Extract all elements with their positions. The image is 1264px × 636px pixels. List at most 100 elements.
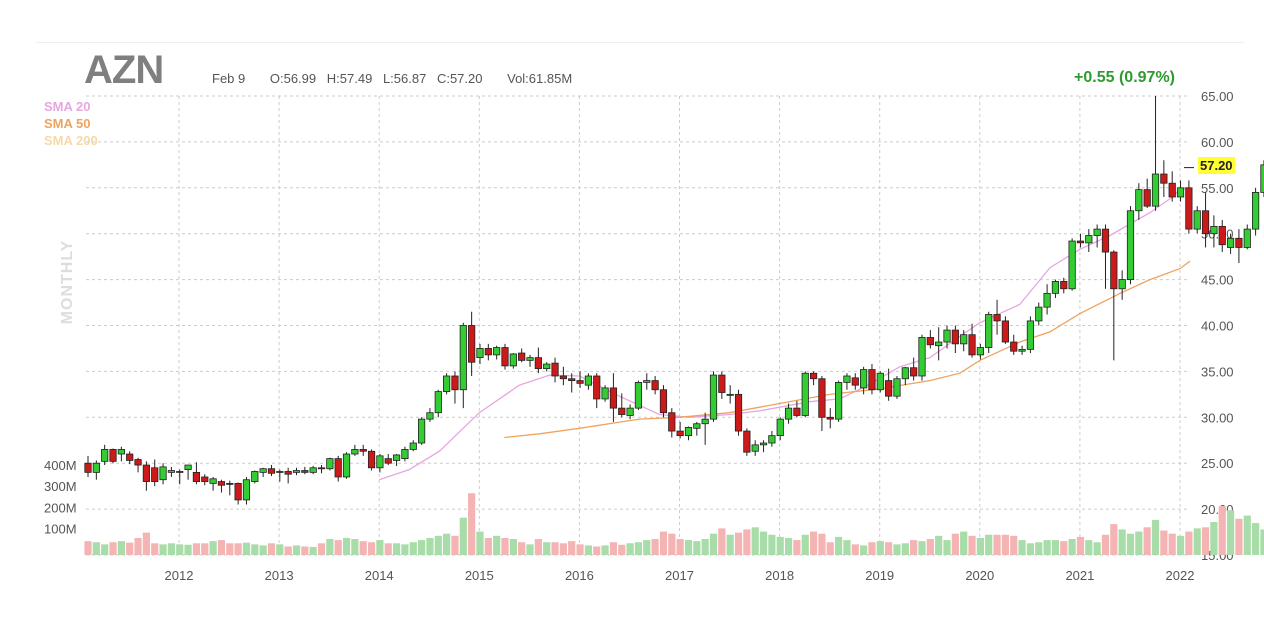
candle-body: [84, 462, 92, 473]
candle-body: [451, 375, 459, 391]
volume-bar: [651, 539, 659, 555]
candle-body: [409, 442, 417, 450]
candle-body: [493, 347, 501, 356]
volume-bar: [976, 537, 984, 555]
volume-bar: [634, 542, 643, 555]
volume-bar: [351, 539, 359, 555]
candle-body: [1252, 191, 1260, 230]
x-tick-label: 2017: [665, 568, 694, 583]
candle-body: [1026, 320, 1035, 350]
volume-bar: [443, 533, 451, 555]
candle-body: [476, 348, 484, 359]
candle-body: [234, 482, 242, 501]
volume-bar: [759, 531, 768, 555]
candle-body: [659, 389, 668, 414]
candle-body: [843, 375, 851, 383]
x-tick-label: 2018: [765, 568, 794, 583]
candle-body: [718, 374, 726, 393]
volume-bar: [426, 537, 434, 555]
volume-bar: [176, 544, 184, 555]
volume-bar: [1043, 540, 1051, 555]
candle-body: [768, 435, 776, 444]
y-tick-label: 60.00: [1201, 135, 1234, 150]
candle-body: [251, 471, 259, 482]
y-tick-label: 65.00: [1201, 89, 1234, 104]
volume-bar: [301, 546, 309, 555]
candle-body: [776, 418, 784, 437]
candle-body: [726, 393, 734, 396]
volume-bar: [901, 543, 909, 555]
candle-body: [142, 464, 150, 482]
volume-bar: [743, 529, 751, 555]
volume-bar: [184, 544, 192, 555]
candle-body: [518, 352, 526, 361]
candle-body: [626, 407, 634, 416]
candle-body: [885, 380, 893, 397]
volume-bar: [818, 533, 826, 555]
volume-tick-label: 300M: [44, 479, 77, 494]
candle-body: [835, 382, 843, 420]
candle-body: [601, 387, 609, 400]
volume-bar: [526, 544, 534, 555]
volume-bar: [1126, 533, 1135, 555]
volume-bar: [684, 540, 693, 555]
candle-body: [92, 462, 100, 473]
volume-bar: [593, 546, 601, 555]
candle-body: [976, 347, 984, 356]
volume-bar: [267, 543, 276, 555]
candle-body: [359, 449, 367, 452]
volume-bar: [134, 537, 142, 555]
volume-bar: [359, 541, 367, 555]
candle-body: [759, 442, 768, 446]
volume-bar: [217, 540, 226, 555]
y-tick-label: 40.00: [1201, 319, 1234, 334]
candle-body: [534, 357, 542, 370]
candle-body: [326, 458, 334, 470]
candle-body: [109, 449, 117, 462]
candle-body: [943, 329, 951, 343]
volume-bar: [559, 543, 567, 555]
candle-body: [876, 372, 884, 391]
sma20-line: [378, 187, 1191, 481]
candle-body: [1018, 348, 1026, 352]
volume-bar: [860, 545, 868, 555]
volume-bar: [242, 542, 251, 555]
volume-bar: [142, 532, 150, 555]
ticker-symbol: AZN: [84, 48, 164, 92]
volume-bar: [576, 544, 584, 555]
volume-bar: [1151, 519, 1160, 555]
volume-bar: [209, 541, 217, 555]
candle-body: [317, 467, 326, 470]
candle-body: [226, 482, 234, 485]
low-value: L:56.87: [382, 71, 427, 86]
candle-body: [1135, 189, 1143, 212]
volume-bar: [1026, 543, 1035, 555]
volume-bar: [1218, 506, 1226, 555]
candle-body: [151, 467, 159, 482]
volume-bar: [309, 546, 317, 555]
volume-bar: [1085, 540, 1093, 555]
volume-bar: [476, 531, 484, 555]
volume-bar: [1076, 536, 1085, 555]
price-change: +0.55 (0.97%): [1074, 69, 1175, 86]
candle-body: [1010, 341, 1018, 352]
candle-body: [342, 453, 351, 478]
volume-bar: [409, 542, 417, 555]
candle-body: [643, 380, 651, 383]
volume-bar: [284, 546, 292, 555]
candle-body: [743, 430, 751, 453]
candle-body: [1160, 173, 1168, 184]
volume-bar: [1160, 530, 1168, 555]
candle-body: [1060, 281, 1068, 290]
x-tick-label: 2013: [265, 568, 294, 583]
candle-body: [1210, 225, 1218, 235]
volume-bar: [926, 539, 934, 555]
volume-bar: [776, 536, 784, 555]
volume-bar: [159, 544, 167, 555]
volume-bar: [401, 544, 409, 555]
candle-body: [935, 341, 943, 347]
volume-value: Vol:61.85M: [507, 71, 573, 86]
volume-bar: [342, 537, 351, 555]
candle-body: [259, 468, 267, 473]
